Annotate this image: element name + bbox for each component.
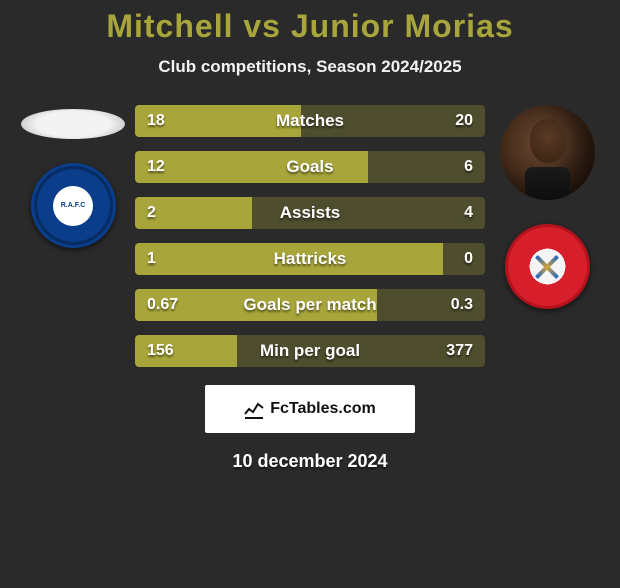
- stat-row: Min per goal156 377: [135, 335, 485, 367]
- stat-value-right: 0: [452, 250, 485, 268]
- left-player-column: R.A.F.C: [23, 105, 123, 248]
- stat-value-left: 0.67: [135, 296, 190, 314]
- subtitle: Club competitions, Season 2024/2025: [0, 57, 620, 77]
- branding-text: FcTables.com: [270, 400, 376, 418]
- player-photo-right: [500, 105, 595, 200]
- badge-inner-text: R.A.F.C: [53, 186, 93, 226]
- club-badge-left: R.A.F.C: [31, 163, 116, 248]
- right-player-column: [497, 105, 597, 309]
- page-title: Mitchell vs Junior Morias: [0, 8, 620, 45]
- stat-row: Goals per match0.670.3: [135, 289, 485, 321]
- club-badge-right: [505, 224, 590, 309]
- date-text: 10 december 2024: [0, 451, 620, 472]
- stat-label: Matches: [135, 111, 485, 131]
- stat-value-right: 377: [434, 342, 485, 360]
- stat-value-right: 20: [443, 112, 485, 130]
- stat-label: Goals: [135, 157, 485, 177]
- stat-value-left: 18: [135, 112, 177, 130]
- branding-chart-icon: [244, 399, 264, 419]
- stat-row: Hattricks1 0: [135, 243, 485, 275]
- stats-bars: Matches18 20 Goals12 6 Assists2 4 Hattricks1 0 G…: [135, 105, 485, 367]
- stat-value-left: 156: [135, 342, 186, 360]
- stat-value-left: 12: [135, 158, 177, 176]
- stat-value-right: 6: [452, 158, 485, 176]
- stat-value-right: 0.3: [439, 296, 485, 314]
- stat-value-left: 1: [135, 250, 168, 268]
- player-photo-left: [21, 109, 125, 139]
- branding-badge: FcTables.com: [205, 385, 415, 433]
- stat-row: Assists2 4: [135, 197, 485, 229]
- stat-label: Assists: [135, 203, 485, 223]
- stat-row: Matches18 20: [135, 105, 485, 137]
- stat-label: Min per goal: [135, 341, 485, 361]
- stat-value-right: 4: [452, 204, 485, 222]
- stat-row: Goals12 6: [135, 151, 485, 183]
- stat-label: Hattricks: [135, 249, 485, 269]
- comparison-panel: R.A.F.C Matches18 20 Goals12 6 Assists2 4 Hatt…: [0, 105, 620, 367]
- stat-value-left: 2: [135, 204, 168, 222]
